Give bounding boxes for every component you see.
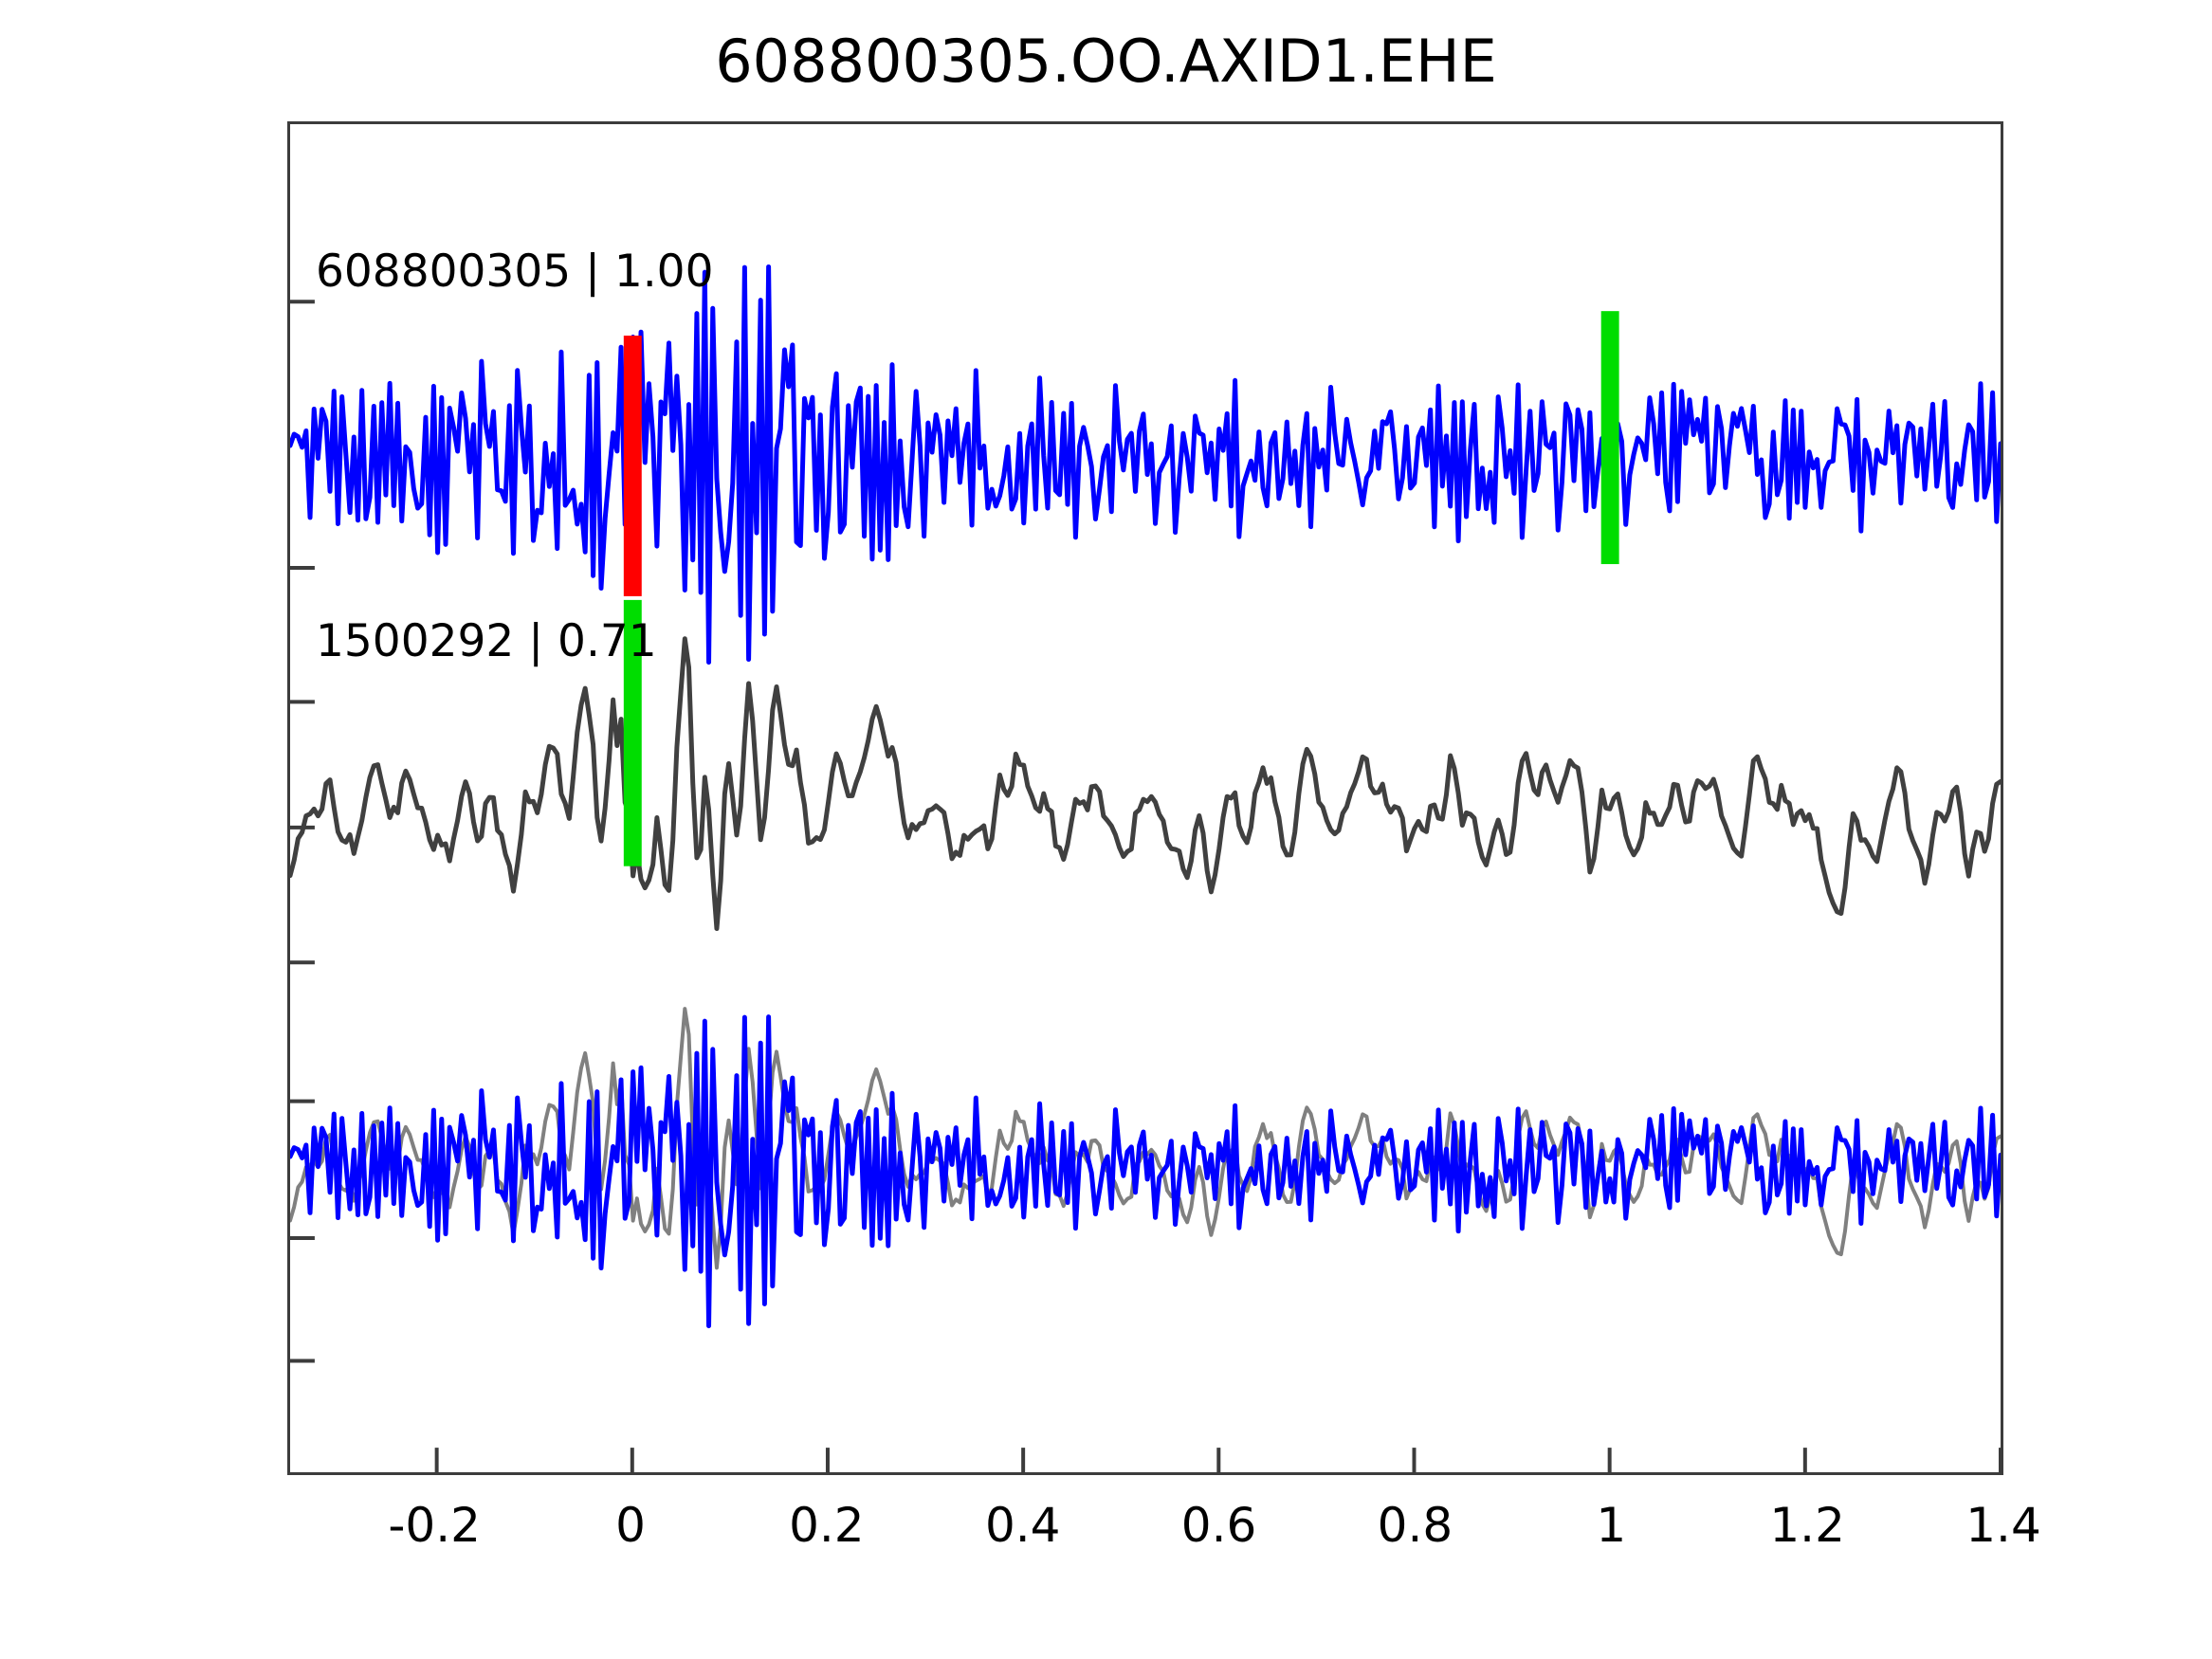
trace-label-secondary: 1500292 | 0.71 bbox=[316, 615, 657, 667]
plot-area[interactable]: 608800305 | 1.00 1500292 | 0.71 bbox=[287, 121, 2003, 1475]
x-axis-tick-label: -0.2 bbox=[388, 1498, 481, 1553]
reference-marker-green-panel2[interactable] bbox=[623, 599, 642, 866]
waveform-trace-secondary bbox=[290, 636, 2001, 932]
page-title: 608800305.OO.AXID1.EHE bbox=[715, 27, 1497, 96]
x-axis-tick-label: 1.2 bbox=[1769, 1498, 1845, 1553]
reference-marker-green-panel1[interactable] bbox=[1600, 311, 1619, 565]
trace-label-primary: 608800305 | 1.00 bbox=[316, 246, 714, 298]
x-axis-tick-labels: -0.2 0 0.2 0.4 0.6 0.8 1 1.2 1.4 bbox=[287, 1498, 2040, 1574]
x-axis-tick-label: 0.2 bbox=[789, 1498, 865, 1553]
waveform-trace-primary bbox=[290, 264, 2001, 665]
x-axis-tick-label: 0.4 bbox=[984, 1498, 1061, 1553]
x-axis-tick-label: 1.4 bbox=[1965, 1498, 2041, 1553]
pick-marker-red[interactable] bbox=[623, 336, 642, 596]
x-axis-tick-label: 1 bbox=[1596, 1498, 1627, 1553]
overlay-trace-primary bbox=[290, 1014, 2001, 1329]
x-axis-tick-label: 0 bbox=[615, 1498, 646, 1553]
x-axis-tick-label: 0.6 bbox=[1180, 1498, 1257, 1553]
x-axis-tick-label: 0.8 bbox=[1377, 1498, 1453, 1553]
plot-svg bbox=[290, 264, 2001, 1472]
